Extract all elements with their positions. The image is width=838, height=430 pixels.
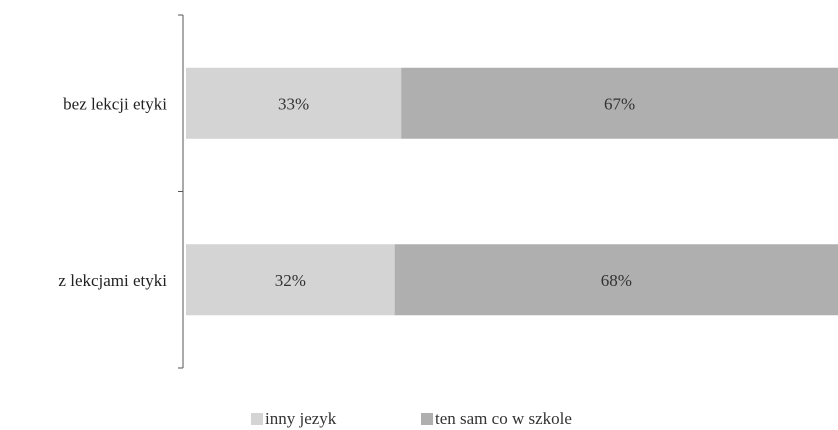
bar-segment: [186, 67, 402, 139]
category-labels: bez lekcji etyki z lekcjami etyki: [58, 94, 167, 290]
bar-segment: [394, 244, 838, 316]
legend-label: inny jezyk: [265, 409, 337, 428]
legend-swatch: [251, 413, 263, 425]
bar-segment: [401, 67, 838, 139]
legend: inny jezyk ten sam co w szkole: [251, 409, 572, 428]
data-label: 67%: [604, 94, 635, 113]
category-label: bez lekcji etyki: [63, 94, 167, 113]
data-label: 32%: [275, 271, 306, 290]
category-axis: [178, 14, 184, 369]
legend-label: ten sam co w szkole: [435, 409, 572, 428]
bar-segment: [186, 244, 395, 316]
category-label: z lekcjami etyki: [58, 271, 167, 290]
data-label: 68%: [601, 271, 632, 290]
plot-area: 33% 67% 32% 68%: [186, 67, 838, 316]
legend-swatch: [421, 413, 433, 425]
data-label: 33%: [278, 94, 309, 113]
